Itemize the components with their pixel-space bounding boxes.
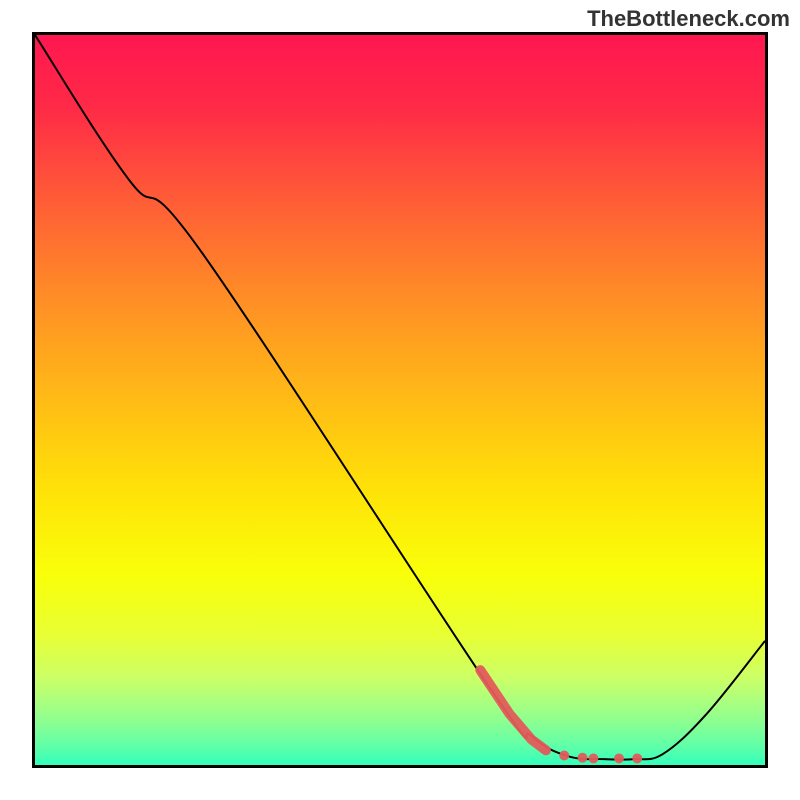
gradient-background: [35, 35, 765, 765]
highlight-dot: [588, 753, 598, 763]
highlight-dot: [632, 753, 642, 763]
highlight-dot: [559, 751, 569, 761]
plot-area: [32, 32, 768, 768]
highlight-dot: [614, 753, 624, 763]
chart-svg: [35, 35, 765, 765]
highlight-dot: [578, 753, 588, 763]
watermark-text: TheBottleneck.com: [587, 6, 790, 32]
chart-container: TheBottleneck.com: [0, 0, 800, 800]
